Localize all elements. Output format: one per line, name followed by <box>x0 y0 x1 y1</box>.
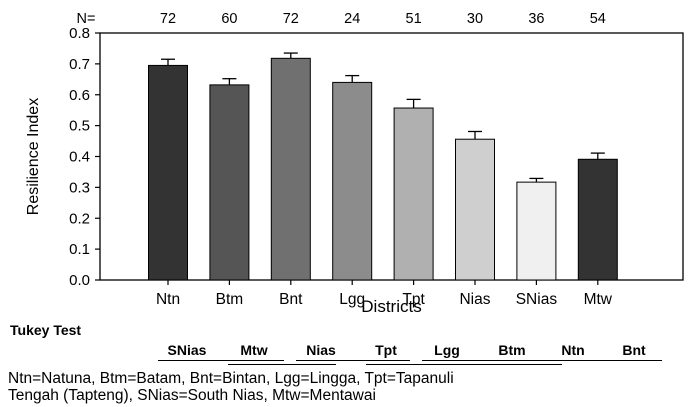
note-line-1: Ntn=Natuna, Btm=Batam, Bnt=Bintan, Lgg=L… <box>8 370 454 387</box>
n-label: N= <box>77 11 96 27</box>
y-tick-label: 0.4 <box>69 149 90 166</box>
bar-btm <box>209 84 250 281</box>
y-tick-label: 0.5 <box>69 118 90 135</box>
y-tick-label: 0.3 <box>69 179 90 196</box>
x-tick-label: Btm <box>216 291 244 308</box>
tukey-group-line-4 <box>366 364 562 365</box>
y-tick-label: 0.0 <box>69 272 90 289</box>
y-tick-label: 0.8 <box>69 25 90 42</box>
note-line-2: Tengah (Tapteng), SNias=South Nias, Mtw=… <box>8 387 376 404</box>
bar-ntn <box>148 64 188 281</box>
x-tick-label: Ntn <box>156 291 180 308</box>
n-value: 24 <box>344 11 360 27</box>
n-value: 36 <box>528 11 544 27</box>
tukey-group-line-3 <box>296 360 410 361</box>
bar-mtw <box>577 158 618 281</box>
x-tick-label: SNias <box>516 291 558 308</box>
bar-bnt <box>270 57 311 281</box>
district-abbreviation-note: Ntn=Natuna, Btm=Batam, Bnt=Bintan, Lgg=L… <box>8 370 688 404</box>
y-tick-label: 0.7 <box>69 56 90 73</box>
n-value: 51 <box>406 11 422 27</box>
tukey-label-btm: Btm <box>498 342 526 358</box>
tukey-group-line-2 <box>228 364 336 365</box>
y-tick-label: 0.6 <box>69 87 90 104</box>
n-value: 54 <box>590 11 606 27</box>
tukey-test-title: Tukey Test <box>10 322 82 338</box>
tukey-label-snias: SNias <box>167 342 207 358</box>
tukey-label-tpt: Tpt <box>375 342 397 358</box>
tukey-label-ntn: Ntn <box>561 342 585 358</box>
tukey-group-line-1 <box>158 360 284 361</box>
tukey-label-nias: Nias <box>306 342 336 358</box>
bar-nias <box>455 138 495 281</box>
bar-tpt <box>393 107 434 281</box>
x-tick-label: Mtw <box>584 291 613 308</box>
tukey-label-bnt: Bnt <box>622 342 646 358</box>
y-tick-label: 0.2 <box>69 210 90 227</box>
n-value: 60 <box>221 11 237 27</box>
tukey-group-line-5 <box>422 360 662 361</box>
bar-chart: 0.0 0.1 0.2 0.3 0.4 0.5 0.6 0.7 0.8 Ntn 72 Btm 60 Bnt… <box>25 11 684 316</box>
x-axis-title: Districts <box>361 297 421 316</box>
n-value: 72 <box>160 11 176 27</box>
n-value: 72 <box>283 11 299 27</box>
x-tick-label: Tpt <box>402 291 425 308</box>
tukey-label-mtw: Mtw <box>240 342 268 358</box>
n-value: 30 <box>467 11 483 27</box>
x-tick-label: Bnt <box>279 291 303 308</box>
bar-lgg <box>332 81 373 281</box>
tukey-label-lgg: Lgg <box>434 342 460 358</box>
x-tick-label: Lgg <box>339 291 365 308</box>
y-axis-title: Resilience Index <box>25 98 42 215</box>
x-tick-label: Nias <box>459 291 490 308</box>
tukey-groups: SNias Mtw Nias Tpt Lgg Btm Ntn Bnt <box>0 342 692 368</box>
y-tick-label: 0.1 <box>69 241 90 258</box>
bar-snias <box>516 181 557 281</box>
